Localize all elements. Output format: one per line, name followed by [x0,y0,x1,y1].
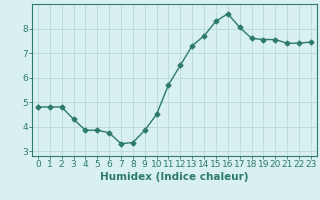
X-axis label: Humidex (Indice chaleur): Humidex (Indice chaleur) [100,172,249,182]
